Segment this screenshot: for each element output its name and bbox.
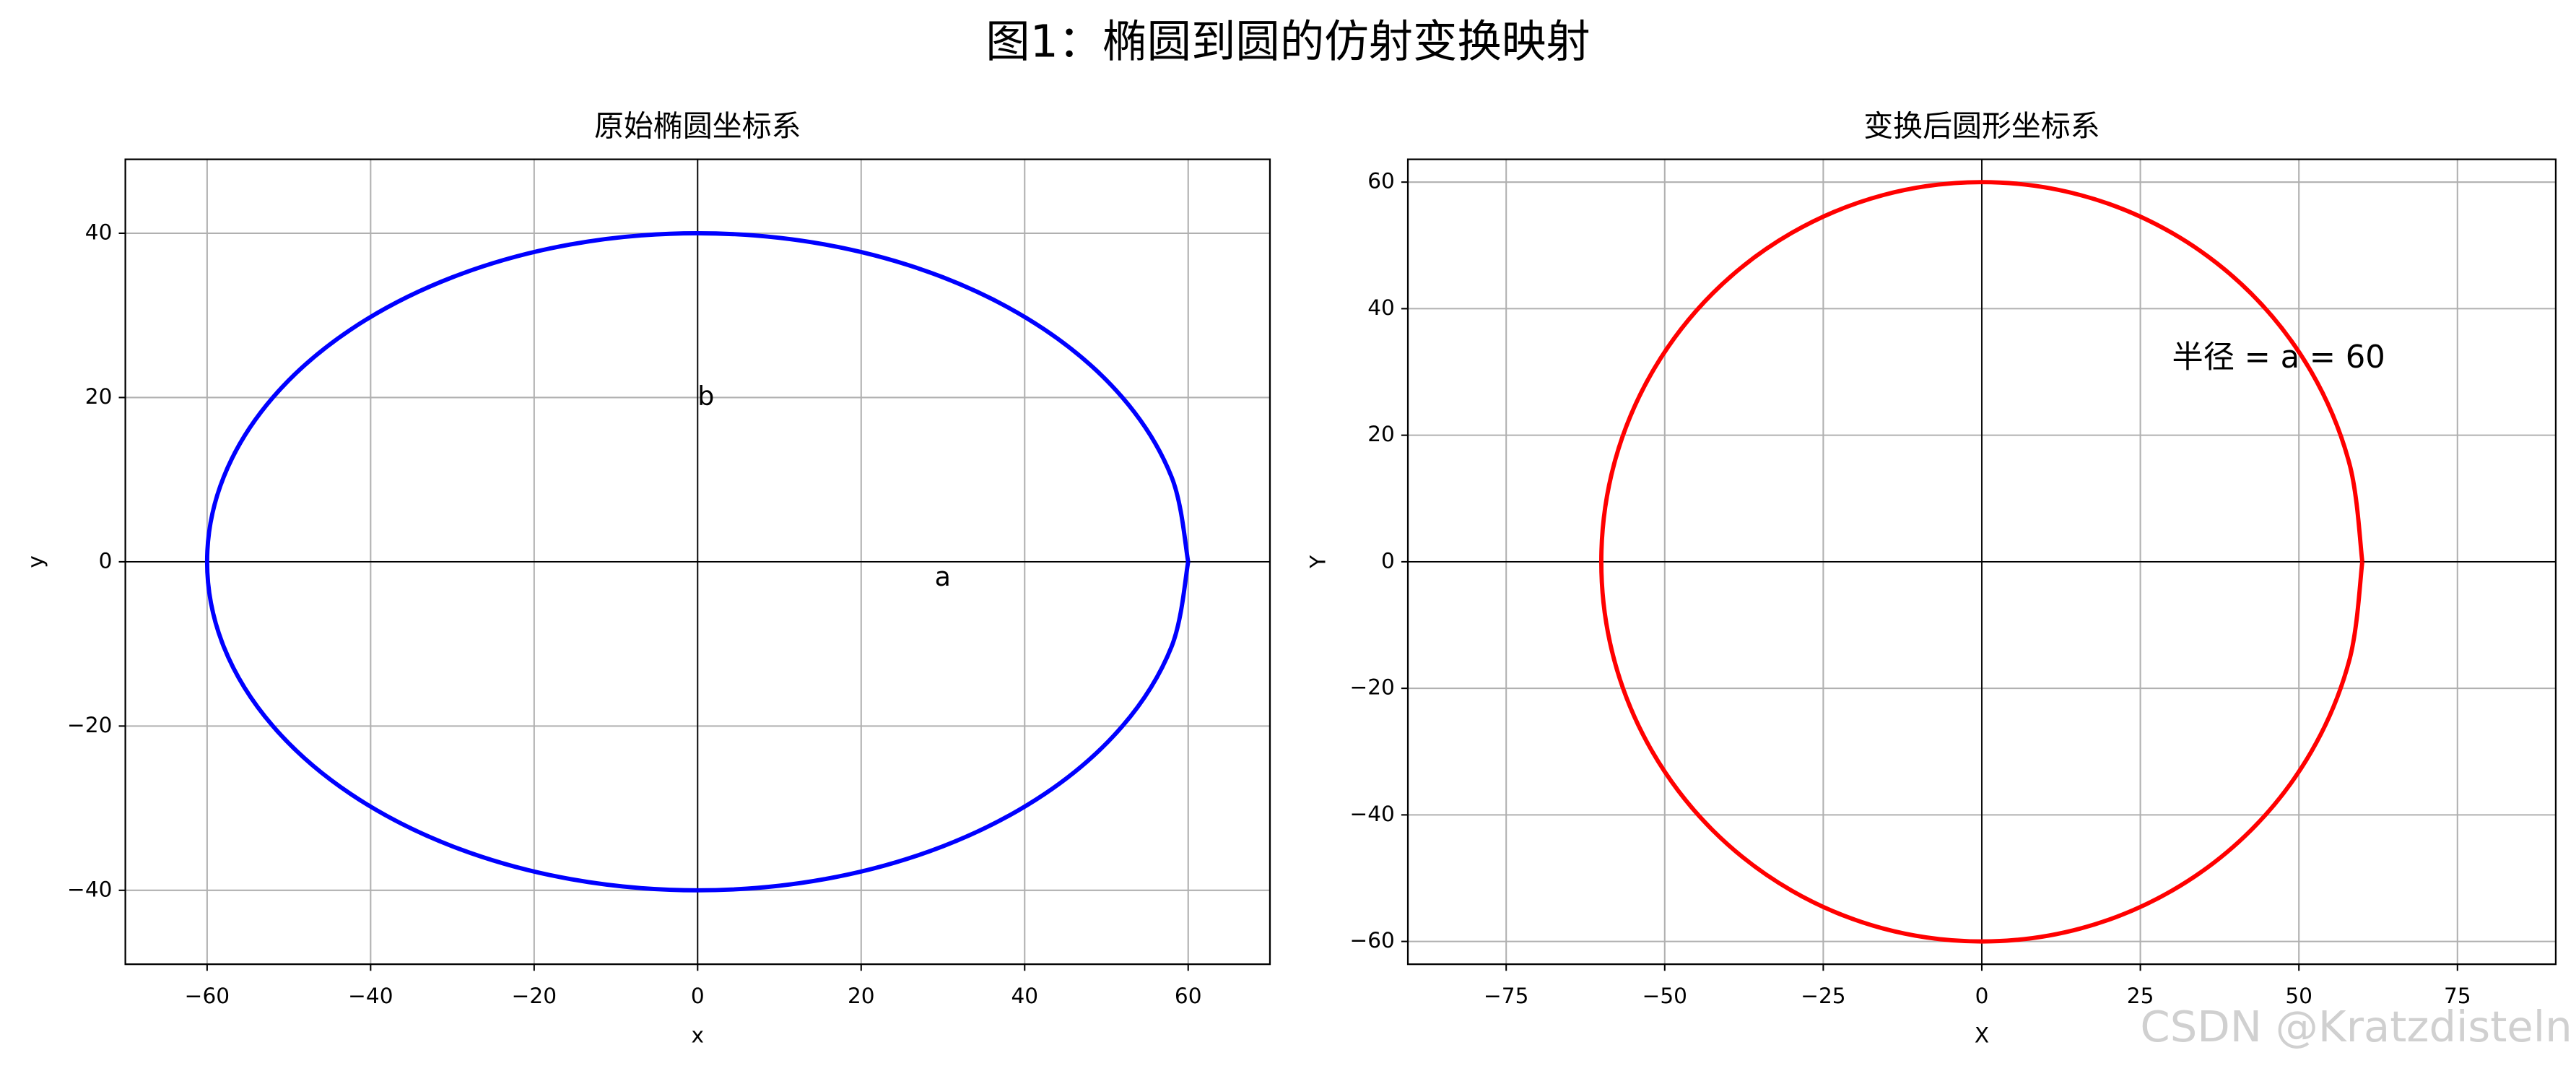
x-tick-label: −20 [512, 984, 557, 1008]
x-tick-label: 40 [1011, 984, 1038, 1008]
y-tick-label: 20 [85, 384, 113, 409]
figure-title: 图1：椭圆到圆的仿射变换映射 [985, 16, 1590, 67]
y-tick-label: −20 [1349, 675, 1394, 700]
x-tick-label: −25 [1801, 984, 1845, 1008]
y-tick-label: −40 [67, 877, 112, 901]
y-tick-label: 60 [1367, 169, 1395, 194]
y-tick-label: 0 [99, 548, 113, 573]
y-tick-label: 40 [1367, 295, 1395, 320]
panel-title: 变换后圆形坐标系 [1863, 108, 2099, 143]
x-tick-label: −40 [348, 984, 393, 1008]
annotation: 半径 = a = 60 [2172, 339, 2385, 376]
y-axis-label: Y [1306, 555, 1331, 569]
annotation: a [935, 561, 951, 592]
annotation: b [697, 381, 714, 412]
x-axis-label: x [692, 1023, 705, 1048]
watermark: CSDN @Kratzdisteln [2140, 1002, 2572, 1052]
x-tick-label: 75 [2444, 984, 2471, 1008]
y-tick-label: 0 [1381, 548, 1395, 573]
panel-title: 原始椭圆坐标系 [594, 108, 801, 143]
y-tick-label: 40 [85, 220, 113, 244]
x-axis-label: X [1975, 1023, 1989, 1048]
x-tick-label: −50 [1642, 984, 1687, 1008]
x-tick-label: 0 [691, 984, 705, 1008]
x-tick-label: −60 [185, 984, 230, 1008]
x-tick-label: 50 [2285, 984, 2312, 1008]
x-tick-label: −75 [1484, 984, 1528, 1008]
y-tick-label: −60 [1349, 928, 1394, 953]
x-tick-label: 20 [848, 984, 875, 1008]
y-axis-label: y [23, 555, 48, 568]
data-line [204, 231, 1191, 893]
y-tick-label: −40 [1349, 802, 1394, 826]
plot-frame [124, 158, 1271, 966]
plot-frame [1406, 158, 2557, 966]
x-tick-label: 25 [2127, 984, 2154, 1008]
data-line [1598, 180, 2364, 944]
y-tick-label: 20 [1367, 422, 1395, 446]
y-tick-label: −20 [67, 713, 112, 737]
x-tick-label: 0 [1975, 984, 1989, 1008]
x-tick-label: 60 [1175, 984, 1202, 1008]
